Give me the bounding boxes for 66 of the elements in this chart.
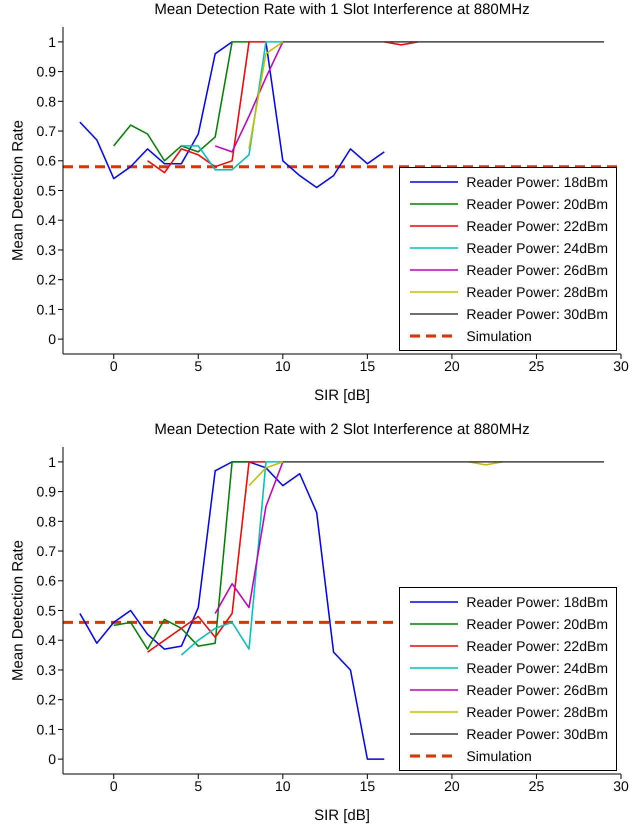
- y-axis-title: Mean Detection Rate: [9, 540, 26, 681]
- y-tick-label: 0.2: [36, 272, 56, 288]
- y-tick-label: 0.1: [36, 721, 56, 738]
- x-tick-label: 25: [528, 778, 544, 794]
- y-tick-label: 0.7: [36, 123, 56, 140]
- y-tick-label: 1: [48, 454, 56, 470]
- line-series: [112, 461, 250, 650]
- y-tick-label: 0.4: [36, 632, 56, 648]
- y-tick-label: 0.2: [36, 692, 56, 708]
- legend-label: Simulation: [466, 328, 532, 344]
- y-tick-label: 0.4: [36, 212, 56, 228]
- x-tick-label: 25: [528, 358, 544, 374]
- y-axis-title: Mean Detection Rate: [9, 120, 26, 261]
- y-tick-label: 0.1: [36, 301, 56, 318]
- legend-label: Reader Power: 30dBm: [466, 306, 608, 322]
- x-axis-title: SIR [dB]: [314, 387, 370, 404]
- legend-label: Reader Power: 30dBm: [466, 726, 608, 742]
- y-tick-label: 0.6: [36, 572, 56, 589]
- legend-label: Reader Power: 22dBm: [466, 218, 608, 234]
- line-series: [214, 461, 284, 614]
- y-tick-label: 0.9: [36, 64, 56, 80]
- x-tick-label: 30: [613, 778, 629, 794]
- legend-label: Simulation: [466, 748, 532, 764]
- chart-title: Mean Detection Rate with 2 Slot Interference at 880MHz: [153, 420, 531, 440]
- legend-label: Reader Power: 20dBm: [466, 616, 608, 632]
- legend-label: Reader Power: 28dBm: [466, 284, 608, 300]
- y-tick-label: 0.3: [36, 662, 56, 678]
- line-series: [180, 461, 284, 656]
- legend-label: Reader Power: 22dBm: [466, 638, 608, 654]
- y-tick-label: 0.8: [36, 93, 56, 110]
- legend-label: Reader Power: 24dBm: [466, 660, 608, 676]
- x-tick-label: 5: [194, 358, 202, 374]
- y-tick-label: 0: [48, 331, 56, 348]
- y-tick-label: 0.5: [36, 602, 56, 618]
- chart-title: Mean Detection Rate with 1 Slot Interference at 880MHz: [153, 0, 531, 20]
- y-tick-label: 0.3: [36, 242, 56, 258]
- y-tick-label: 0: [48, 751, 56, 768]
- y-tick-label: 0.6: [36, 152, 56, 169]
- legend-label: Reader Power: 28dBm: [466, 704, 608, 720]
- x-axis-title: SIR [dB]: [314, 807, 370, 824]
- x-tick-label: 20: [444, 358, 460, 374]
- x-tick-label: 30: [613, 358, 629, 374]
- legend-label: Reader Power: 26dBm: [466, 682, 608, 698]
- line-series: [180, 41, 284, 170]
- line-series: [112, 41, 250, 162]
- x-tick-label: 0: [110, 778, 118, 794]
- x-tick-label: 15: [360, 358, 376, 374]
- x-tick-label: 15: [360, 778, 376, 794]
- line-series: [214, 41, 284, 153]
- x-tick-label: 10: [275, 358, 291, 374]
- legend-label: Reader Power: 24dBm: [466, 240, 608, 256]
- y-tick-label: 0.8: [36, 513, 56, 530]
- legend-label: Reader Power: 26dBm: [466, 262, 608, 278]
- legend-label: Reader Power: 20dBm: [466, 196, 608, 212]
- line-series: [146, 461, 267, 653]
- x-tick-label: 20: [444, 778, 460, 794]
- x-tick-label: 5: [194, 778, 202, 794]
- x-tick-label: 10: [275, 778, 291, 794]
- line-series: [79, 461, 386, 760]
- y-tick-label: 0.9: [36, 484, 56, 500]
- y-tick-label: 0.5: [36, 182, 56, 198]
- x-tick-label: 0: [110, 358, 118, 374]
- legend-label: Reader Power: 18dBm: [466, 594, 608, 610]
- y-tick-label: 0.7: [36, 543, 56, 560]
- legend-label: Reader Power: 18dBm: [466, 174, 608, 190]
- y-tick-label: 1: [48, 34, 56, 50]
